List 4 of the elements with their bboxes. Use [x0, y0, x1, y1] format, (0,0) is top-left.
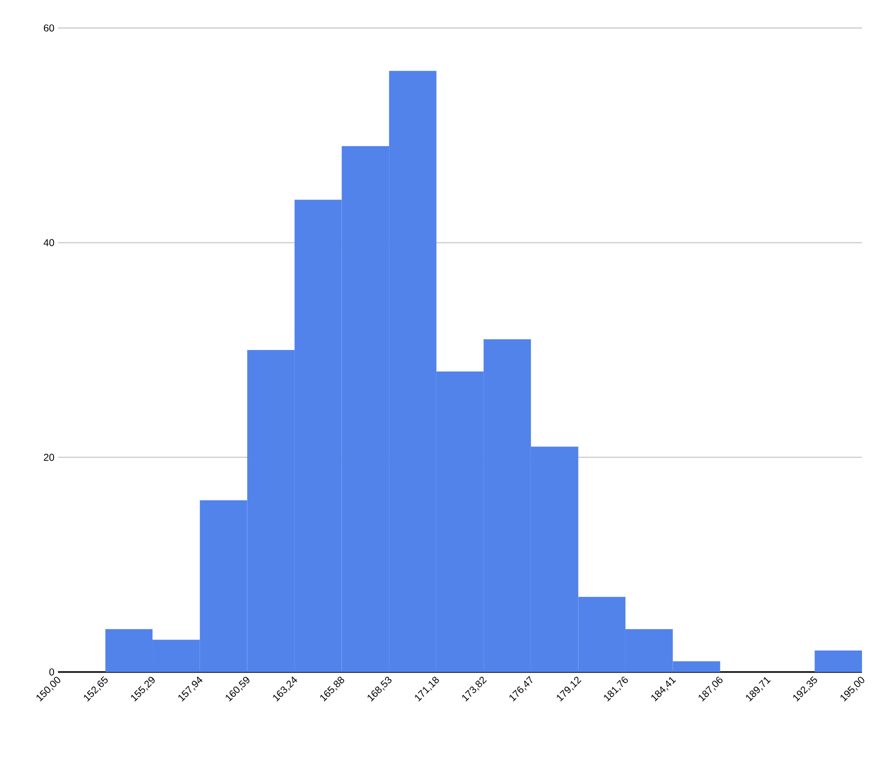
y-tick-label: 40	[44, 239, 54, 246]
y-tick-label: 0	[49, 668, 54, 676]
y-tick-label: 20	[44, 454, 54, 461]
y-tick-label: 60	[44, 24, 54, 32]
